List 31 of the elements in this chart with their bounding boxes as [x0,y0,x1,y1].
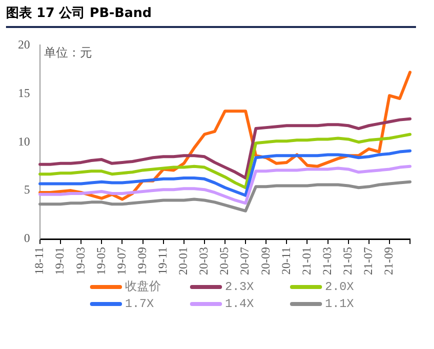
x-tick-label: 20-05 [217,247,232,276]
x-tick-label: 18-11 [32,247,46,275]
legend-label: 2.0X [325,280,354,294]
x-tick-label: 20-03 [196,247,211,276]
y-tick-label: 5 [24,182,30,197]
legend-label: 1.1X [325,297,354,311]
x-tick-label: 19-07 [114,247,128,276]
legend-label: 1.4X [225,297,254,311]
x-tick-label: 21-09 [382,247,396,276]
x-tick-label: 21-05 [340,247,354,276]
y-tick-label: 20 [18,37,30,52]
annotation: 单位：元 [44,45,92,60]
x-tick-label: 21-01 [299,247,314,276]
x-tick-label: 20-01 [176,247,190,276]
legend-label: 1.7X [125,297,154,311]
x-tick-label: 19-01 [52,247,67,276]
chart-title: 图表 17 公司 PB-Band [6,4,416,28]
y-tick-label: 10 [18,134,30,148]
x-tick-label: 20-09 [258,247,272,276]
x-tick-label: 19-11 [155,247,170,275]
x-tick-label: 19-03 [73,247,88,276]
x-tick-label: 20-11 [278,247,293,275]
y-tick-label: 0 [24,231,30,246]
x-tick-label: 19-09 [134,247,149,276]
x-tick-label: 20-07 [238,247,252,276]
x-tick-label: 19-05 [94,247,108,276]
y-tick-label: 15 [18,86,30,100]
legend-label: 2.3X [225,280,254,294]
legend-label: 收盘价 [125,279,161,295]
x-tick-label: 21-07 [361,247,376,276]
x-tick-label: 21-03 [320,247,334,276]
